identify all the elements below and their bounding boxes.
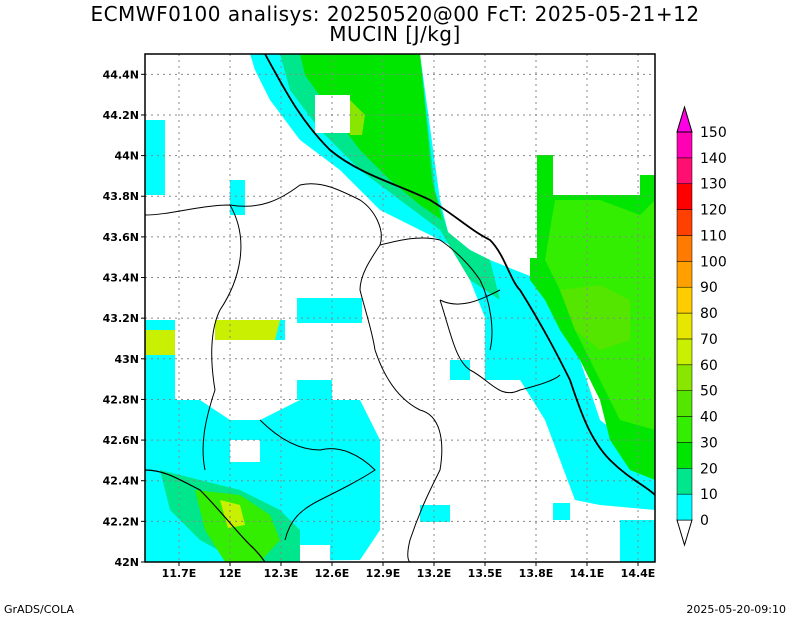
shaded-field: [145, 54, 655, 562]
colorbar-label: 100: [700, 254, 727, 270]
field-cyan-mid3: [297, 380, 332, 400]
region-border-6: [379, 237, 493, 351]
region-border-3: [374, 349, 443, 562]
field-yellow-blob: [350, 100, 365, 135]
colorbar: 0 10 20 30 40 50 60 70 80 90 100 110 120 130 140 150: [676, 105, 727, 547]
lat-tick-label: 42N: [114, 556, 139, 569]
field-cyan-c2: [485, 320, 525, 380]
lon-tick-label: 14.4E: [621, 567, 656, 580]
lon-tick-label: 12E: [219, 567, 242, 580]
lat-tick-label: 43.6N: [103, 231, 139, 244]
colorbar-label: 120: [700, 203, 727, 219]
colorbar-min-arrow: [676, 519, 693, 547]
coastline-adriatic: [264, 54, 655, 496]
lon-tick-label: 14.1E: [570, 567, 605, 580]
colorbar-label: 150: [700, 125, 727, 141]
lon-tick-label: 13.8E: [519, 567, 554, 580]
field-white-se: [300, 545, 330, 562]
colorbar-label: 70: [700, 332, 718, 348]
lat-tick-label: 44N: [114, 150, 139, 163]
colorbar-label: 90: [700, 280, 718, 296]
colorbar-swatch: [676, 183, 693, 210]
map-subtitle: MUCIN [J/kg]: [329, 22, 461, 46]
field-cyan-se2: [553, 503, 570, 520]
footer-credit: GrADS/COLA: [4, 603, 74, 616]
colorbar-swatch: [676, 442, 693, 469]
lon-tick-label: 12.3E: [264, 567, 299, 580]
region-border-2: [202, 204, 242, 471]
colorbar-swatch: [676, 131, 693, 159]
colorbar-label: 20: [700, 461, 718, 477]
field-cyan-west1: [145, 120, 165, 195]
lat-tick-label: 42.4N: [103, 475, 139, 488]
field-cyan-c1: [450, 360, 470, 380]
field-cyan-mid2: [297, 298, 362, 323]
lon-tick-label: 12.6E: [315, 567, 350, 580]
colorbar-swatch: [676, 157, 693, 184]
field-cyan-north: [250, 54, 655, 510]
field-yellow-sw: [220, 500, 245, 528]
colorbar-swatch: [676, 235, 693, 262]
colorbar-label: 0: [700, 513, 709, 529]
lon-tick-label: 13.2E: [417, 567, 452, 580]
lat-tick-label: 44.4N: [103, 68, 139, 81]
lon-tick-label: 13.5E: [468, 567, 503, 580]
map-title: ECMWF0100 analisys: 20250520@00 FcT: 202…: [90, 2, 700, 26]
colorbar-swatch: [676, 416, 693, 443]
field-yellow-mid: [215, 320, 280, 340]
coastline-tyrrhenian: [145, 469, 266, 562]
lat-tick-label: 44.2N: [103, 109, 139, 122]
lat-tick-label: 43N: [114, 353, 139, 366]
colorbar-label: 140: [700, 151, 727, 167]
field-lime2-east: [560, 285, 630, 350]
lon-tick-label: 12.9E: [366, 567, 401, 580]
colorbar-swatch: [676, 209, 693, 236]
lat-tick-label: 43.8N: [103, 190, 139, 203]
lat-tick-label: 43.4N: [103, 272, 139, 285]
colorbar-swatch: [676, 390, 693, 417]
lon-tick-label: 11.7E: [162, 567, 197, 580]
lat-tick-label: 43.2N: [103, 312, 139, 325]
colorbar-swatch: [676, 286, 693, 314]
colorbar-label: 80: [700, 306, 718, 322]
colorbar-label: 110: [700, 228, 727, 244]
region-border-5: [259, 419, 376, 541]
colorbar-label: 60: [700, 358, 718, 374]
region-border-4: [439, 289, 561, 394]
region-border-1: [145, 183, 382, 351]
lon-tick-labels: 11.7E 12E 12.3E 12.6E 12.9E 13.2E 13.5E 13.8E 14…: [162, 562, 656, 580]
field-cyan-c3: [420, 505, 450, 522]
colorbar-swatch: [676, 312, 693, 340]
lat-tick-label: 42.8N: [103, 393, 139, 406]
lat-tick-label: 42.6N: [103, 434, 139, 447]
boundaries: [145, 54, 655, 562]
colorbar-swatch: [676, 261, 693, 288]
colorbar-label: 30: [700, 435, 718, 451]
lat-tick-labels: 42N 42.2N 42.4N 42.6N 42.8N 43N 43.2N 43.4N 43.6…: [103, 68, 145, 569]
field-white-sw: [230, 440, 260, 462]
colorbar-swatch: [676, 493, 693, 521]
footer-timestamp: 2025-05-20-09:10: [686, 603, 786, 616]
plot-frame: [144, 53, 656, 563]
colorbar-swatch: [676, 364, 693, 391]
colorbar-label: 50: [700, 384, 718, 400]
colorbar-label: 10: [700, 487, 718, 503]
colorbar-label: 130: [700, 177, 727, 193]
field-yellow-west: [145, 330, 175, 355]
lat-tick-label: 42.2N: [103, 515, 139, 528]
colorbar-max-arrow: [676, 105, 693, 133]
colorbar-swatch: [676, 468, 693, 495]
colorbar-label: 40: [700, 410, 718, 426]
colorbar-swatch: [676, 338, 693, 366]
